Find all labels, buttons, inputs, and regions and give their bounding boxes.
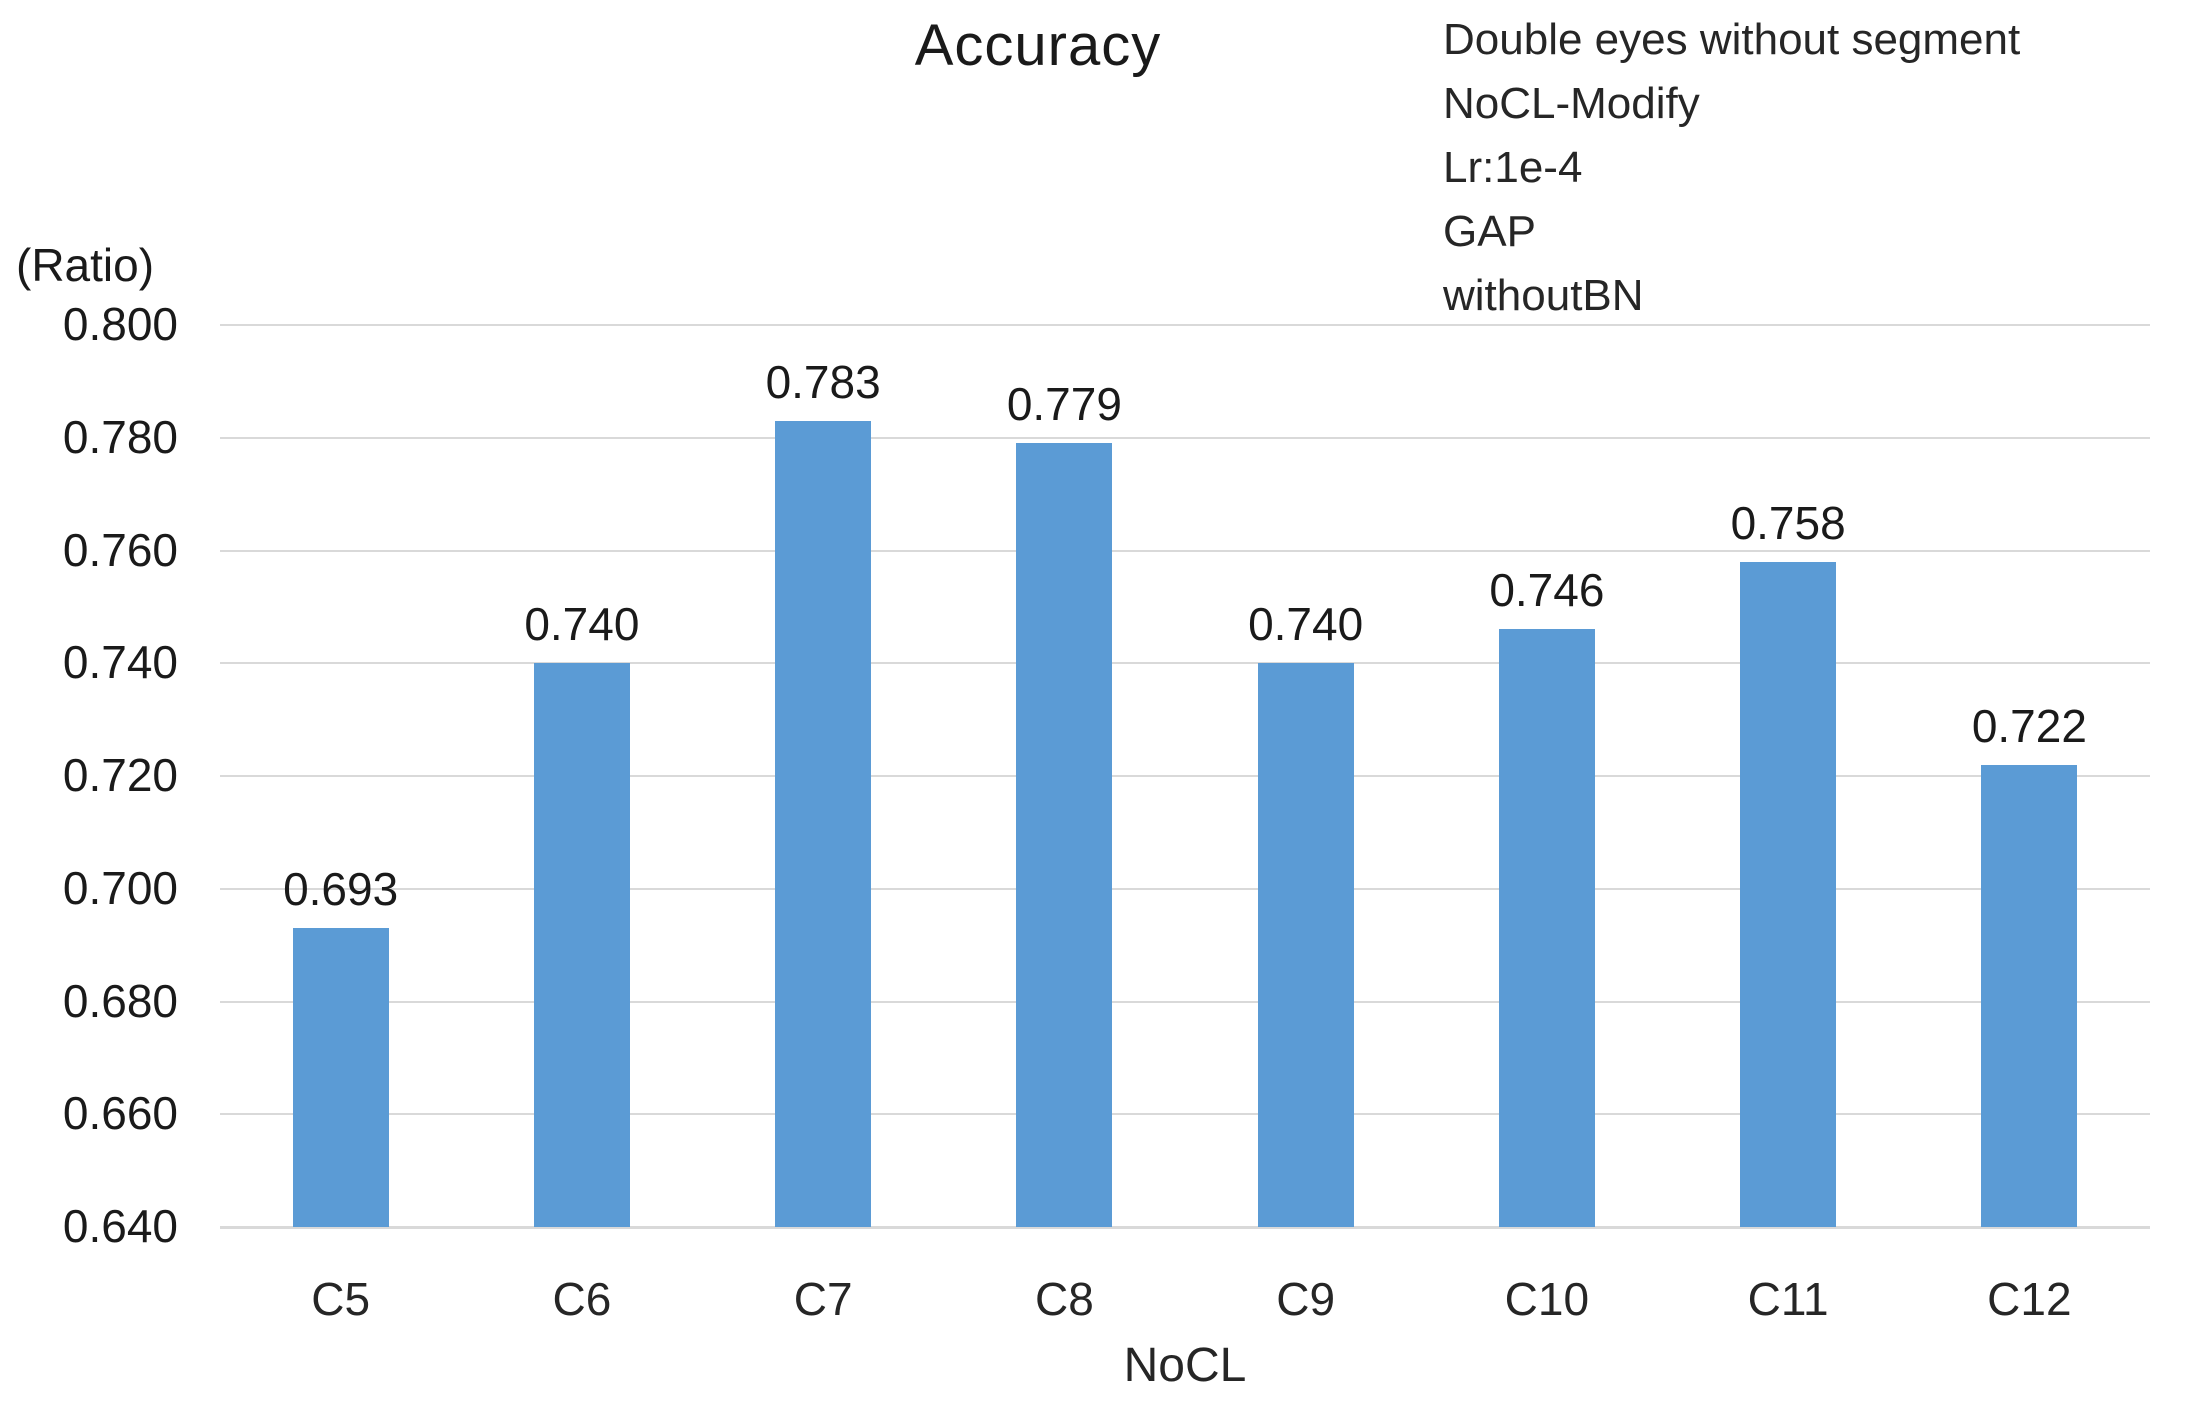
y-axis-title: (Ratio) [16, 239, 155, 291]
x-axis-line [220, 1226, 2150, 1229]
y-tick-label: 0.680 [62, 974, 178, 1027]
y-tick-label: 0.720 [62, 749, 178, 801]
y-tick-label: 0.700 [62, 861, 178, 914]
bar-c5 [292, 928, 389, 1227]
chart-annotation: Double eyes without segment NoCL-Modify … [1443, 8, 2183, 328]
gridline [220, 436, 2150, 439]
bar-c9 [1257, 663, 1354, 1227]
y-tick-label: 0.800 [62, 298, 178, 350]
gridline [220, 324, 2150, 326]
bar-value-label: 0.740 [524, 598, 640, 651]
bar-value-label: 0.783 [765, 355, 881, 408]
x-tick-label: C7 [793, 1273, 853, 1325]
x-tick-label: C9 [1276, 1273, 1336, 1325]
bar-c10 [1498, 629, 1595, 1227]
bar-value-label: 0.693 [283, 863, 399, 916]
bar-value-label: 0.740 [1248, 598, 1364, 651]
y-tick-label: 0.660 [62, 1087, 178, 1140]
gridline [220, 549, 2150, 552]
bar-c6 [533, 663, 630, 1227]
bar-value-label: 0.758 [1730, 496, 1846, 549]
annotation-line: Double eyes without segment [1443, 15, 2021, 64]
y-tick-label: 0.640 [62, 1200, 178, 1252]
annotation-line: NoCL-Modify [1443, 79, 1700, 128]
bar-c11 [1740, 561, 1837, 1227]
chart-title: Accuracy [914, 13, 1162, 78]
y-tick-label: 0.740 [62, 636, 178, 689]
bar-c7 [775, 420, 872, 1227]
gridline [220, 662, 2150, 665]
x-tick-label: C11 [1747, 1273, 1829, 1325]
annotation-line: Lr:1e-4 [1443, 143, 1583, 192]
x-tick-label: C8 [1034, 1273, 1094, 1325]
bar-value-label: 0.779 [1006, 378, 1122, 431]
x-tick-label: C5 [311, 1273, 371, 1325]
x-axis-title: NoCL [1123, 1339, 1247, 1392]
bar-value-label: 0.746 [1489, 564, 1605, 617]
x-tick-label: C12 [1987, 1273, 2072, 1325]
bar-value-label: 0.722 [1971, 699, 2087, 752]
gridline [220, 775, 2150, 777]
gridline [220, 1000, 2150, 1003]
x-tick-label: C6 [552, 1273, 612, 1325]
bar-c12 [1981, 764, 2078, 1227]
bar-c8 [1016, 443, 1113, 1227]
annotation-line: GAP [1443, 207, 1536, 256]
annotation-line: withoutBN [1443, 271, 1644, 320]
x-tick-label: C10 [1504, 1273, 1590, 1325]
y-tick-label: 0.760 [62, 523, 178, 576]
gridline [220, 1113, 2150, 1116]
gridline [220, 887, 2150, 890]
y-tick-label: 0.780 [62, 410, 178, 463]
